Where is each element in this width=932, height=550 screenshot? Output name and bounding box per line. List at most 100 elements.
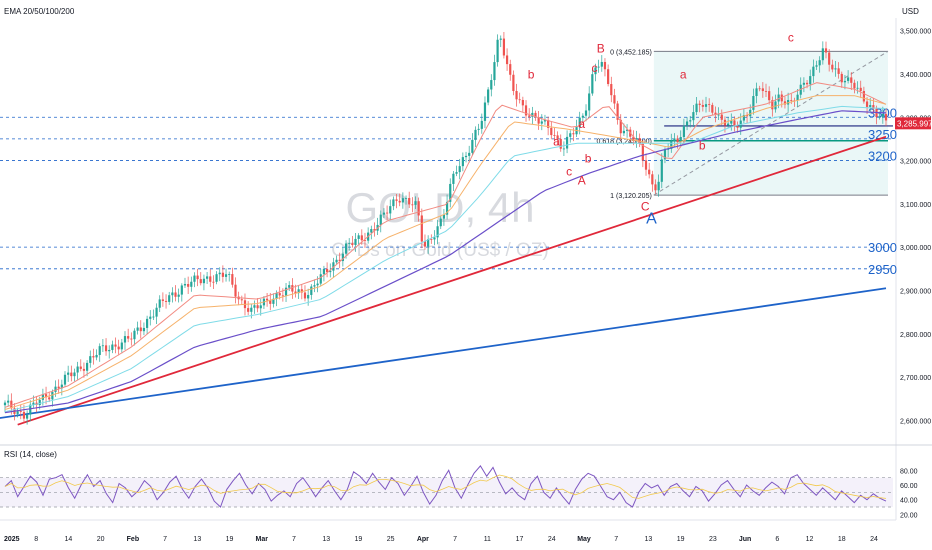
candle-body bbox=[584, 110, 588, 116]
candle-body bbox=[316, 283, 319, 286]
candle-body bbox=[44, 394, 48, 398]
candle-body bbox=[815, 65, 818, 67]
candle-body bbox=[427, 239, 430, 247]
candle-body bbox=[733, 120, 736, 127]
candle-body bbox=[120, 342, 123, 350]
rsi-line bbox=[4, 465, 887, 508]
candle-body bbox=[22, 411, 26, 419]
ema-line-1 bbox=[4, 82, 887, 408]
candle-body bbox=[354, 238, 357, 246]
candle-body bbox=[76, 366, 79, 373]
wave-label-A: A bbox=[578, 173, 586, 187]
candle-body bbox=[389, 206, 392, 214]
candle-body bbox=[660, 159, 663, 182]
candle-body bbox=[41, 394, 44, 400]
candle-body bbox=[736, 126, 739, 128]
candle-body bbox=[16, 411, 19, 414]
price-tick: 3,000.000 bbox=[900, 245, 931, 252]
candle-body bbox=[439, 218, 442, 227]
candle-body bbox=[57, 386, 60, 389]
candle-body bbox=[449, 183, 452, 202]
candle-body bbox=[117, 346, 120, 350]
candle-body bbox=[667, 148, 670, 150]
candle-body bbox=[190, 281, 193, 287]
indicator-legend[interactable]: EMA 20/50/100/200 bbox=[4, 7, 75, 16]
time-tick: 7 bbox=[614, 536, 618, 543]
candle-body bbox=[32, 402, 35, 405]
candle-body bbox=[600, 61, 603, 67]
candle-body bbox=[247, 308, 250, 312]
candle-body bbox=[468, 152, 471, 156]
candle-body bbox=[755, 88, 758, 97]
candle-body bbox=[307, 294, 310, 299]
candle-body bbox=[881, 114, 884, 117]
candle-body bbox=[493, 62, 496, 81]
fib-retracement[interactable]: 0 (3,452.185) 0.618 (3,245.800) 1 (3,120.2… bbox=[597, 49, 889, 200]
candle-body bbox=[114, 344, 117, 347]
candle-body bbox=[698, 103, 701, 105]
candle-body bbox=[95, 354, 98, 358]
candle-body bbox=[771, 100, 774, 110]
time-tick: 7 bbox=[163, 536, 167, 543]
price-tick: 3,400.000 bbox=[900, 72, 931, 79]
candle-body bbox=[164, 300, 168, 302]
candle-body bbox=[474, 129, 477, 140]
candle-body bbox=[130, 338, 133, 340]
price-tick: 2,700.000 bbox=[900, 375, 931, 382]
candle-body bbox=[884, 114, 888, 121]
time-tick: 6 bbox=[775, 536, 779, 543]
candle-body bbox=[193, 275, 196, 282]
candle-body bbox=[730, 120, 733, 124]
candle-body bbox=[480, 120, 483, 129]
candle-body bbox=[212, 281, 215, 283]
candle-body bbox=[689, 120, 692, 122]
candle-body bbox=[673, 138, 676, 142]
candle-body bbox=[392, 199, 395, 207]
candle-body bbox=[780, 94, 783, 102]
candle-body bbox=[275, 293, 278, 299]
candle-body bbox=[417, 201, 420, 216]
rsi-tick: 40.00 bbox=[900, 498, 918, 505]
candle-body bbox=[205, 276, 209, 279]
candle-body bbox=[461, 157, 464, 167]
wave-label-b: b bbox=[528, 67, 535, 81]
candle-body bbox=[502, 38, 506, 56]
ema-lines bbox=[4, 82, 887, 414]
last-price-badge bbox=[895, 117, 931, 130]
candle-body bbox=[603, 61, 607, 70]
candle-body bbox=[556, 135, 559, 139]
candle-body bbox=[401, 198, 404, 203]
candle-body bbox=[256, 305, 259, 309]
candle-body bbox=[445, 201, 449, 215]
candle-body bbox=[180, 285, 183, 295]
candle-body bbox=[607, 69, 610, 85]
candle-body bbox=[818, 60, 821, 66]
candle-body bbox=[859, 87, 862, 91]
rsi-legend[interactable]: RSI (14, close) bbox=[4, 450, 57, 459]
candle-body bbox=[158, 299, 161, 308]
candle-body bbox=[764, 91, 768, 92]
candle-body bbox=[540, 121, 543, 124]
candle-body bbox=[82, 368, 86, 371]
candle-body bbox=[742, 115, 746, 121]
candle-body bbox=[711, 104, 714, 113]
candle-body bbox=[344, 243, 348, 254]
candle-body bbox=[231, 274, 234, 285]
candle-body bbox=[250, 307, 253, 312]
candle-body bbox=[581, 115, 584, 118]
candle-body bbox=[802, 82, 805, 85]
candle-body bbox=[518, 99, 521, 101]
candle-body bbox=[790, 100, 793, 101]
candle-body bbox=[831, 64, 834, 70]
candle-body bbox=[824, 48, 828, 53]
candle-body bbox=[142, 327, 146, 332]
time-tick: 23 bbox=[709, 536, 717, 543]
candle-body bbox=[19, 411, 22, 412]
candle-body bbox=[294, 291, 297, 294]
candle-body bbox=[632, 136, 635, 141]
candle-body bbox=[67, 372, 70, 375]
level-label-3250: 3250 bbox=[868, 127, 897, 142]
candle-body bbox=[543, 120, 547, 122]
wave-label-c: c bbox=[591, 61, 597, 75]
